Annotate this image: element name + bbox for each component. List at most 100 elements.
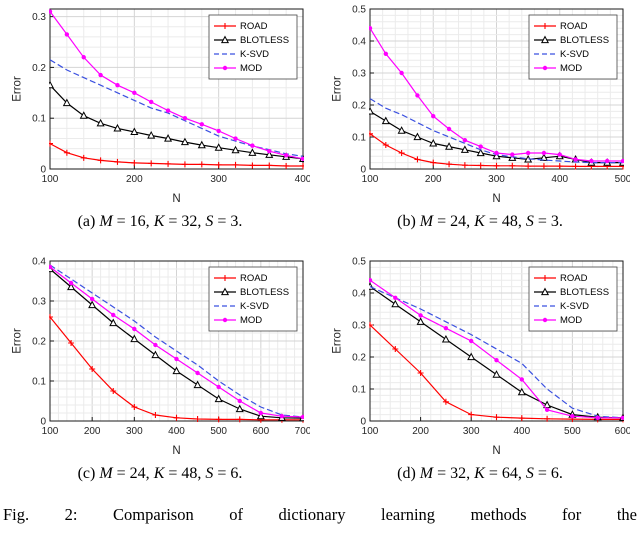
legend-label: K-SVD [560,301,589,312]
series-markers-ROAD [49,140,304,169]
y-tick-label: 0.3 [352,69,366,80]
chart-c-caption: (c) M = 24, K = 48, S = 6. [77,465,243,482]
legend: ROAD BLOTLESS K-SVD MOD [528,266,618,332]
legend-label: ROAD [240,21,268,32]
legend-label: ROAD [240,273,268,284]
legend-label: K-SVD [560,49,589,60]
legend-label: ROAD [560,273,588,284]
series-line-BLOTLESS [49,84,304,160]
figure-caption: Fig. 2: Comparison of dictionary learnin… [3,505,637,524]
chart-b-plot: 100 200 300 400 500 0 0.1 0.2 0.3 0.4 0.5 N Error ROA… [332,5,631,206]
y-tick-label: 0.2 [32,337,46,348]
legend-label: MOD [240,63,262,74]
chart-a-caption: (a) M = 16, K = 32, S = 3. [77,213,243,230]
y-axis-label: Error [332,328,344,354]
series-line-MOD [49,11,304,160]
chart-cell-a: 100 200 300 400 0 0.1 0.2 0.3 N Error ROAD BLOTLESS… [0,2,320,232]
series-line-ROAD [49,143,303,167]
y-axis-label: Error [12,76,24,102]
y-tick-label: 0.3 [32,12,46,23]
x-tick-label: 500 [210,426,227,437]
axis-ticks: 100 200 300 400 500 0 0.1 0.2 0.3 0.4 0.5 [352,5,630,186]
y-tick-label: 0.5 [352,5,366,16]
legend-label: BLOTLESS [560,35,609,46]
x-tick-label: 500 [564,426,581,437]
x-tick-label: 600 [615,426,630,437]
y-tick-label: 0.4 [352,289,366,300]
x-axis-label: N [172,193,180,205]
series-group [49,9,304,169]
y-axis-label: Error [12,328,24,354]
x-tick-label: 100 [42,174,59,185]
x-axis-label: N [172,445,180,457]
series-group [369,278,624,423]
chart-b-caption: (b) M = 24, K = 48, S = 3. [397,213,563,230]
y-tick-label: 0.1 [352,133,366,144]
axis-ticks: 100 200 300 400 500 600 0 0.1 0.2 0.3 0.4 0.5 [352,257,630,438]
series-group [369,26,624,170]
legend-label: MOD [560,63,582,74]
x-tick-label: 100 [42,426,59,437]
y-axis-label: Error [332,76,344,102]
x-tick-label: 300 [210,174,227,185]
y-tick-label: 0.5 [352,257,366,268]
chart-cell-b: 100 200 300 400 500 0 0.1 0.2 0.3 0.4 0.5 N Error ROA… [320,2,640,232]
chart-cell-d: 100 200 300 400 500 600 0 0.1 0.2 0.3 0.4 0.5 N Error… [320,254,640,484]
x-tick-label: 300 [126,426,143,437]
series-markers-ROAD [49,314,304,423]
legend-label: BLOTLESS [560,287,609,298]
charts-grid: 100 200 300 400 0 0.1 0.2 0.3 N Error ROAD BLOTLESS… [0,2,640,484]
legend-label: MOD [240,315,262,326]
series-markers-MOD [369,26,624,164]
series-markers-BLOTLESS [49,80,304,162]
x-axis-label: N [492,193,500,205]
chart-d-plot: 100 200 300 400 500 600 0 0.1 0.2 0.3 0.4 0.5 N Error… [332,257,631,458]
series-markers-ROAD [369,322,624,423]
y-tick-label: 0.1 [32,377,46,388]
y-tick-label: 0 [40,417,46,428]
series-markers-MOD [369,278,624,420]
series-markers-MOD [49,264,304,420]
y-tick-label: 0.2 [32,63,46,74]
series-line-K-SVD [49,264,304,418]
x-tick-label: 400 [168,426,185,437]
y-tick-label: 0.1 [352,385,366,396]
y-tick-label: 0.4 [352,37,366,48]
x-tick-label: 200 [126,174,143,185]
legend-label: K-SVD [240,49,269,60]
y-tick-label: 0.3 [32,297,46,308]
x-tick-label: 200 [84,426,101,437]
x-tick-label: 100 [362,174,379,185]
x-tick-label: 700 [295,426,310,437]
x-axis-label: N [492,445,500,457]
y-tick-label: 0.3 [352,321,366,332]
y-tick-label: 0.4 [32,257,46,268]
y-tick-label: 0.2 [352,353,366,364]
legend: ROAD BLOTLESS K-SVD MOD [208,266,298,332]
legend-label: K-SVD [240,301,269,312]
y-tick-label: 0 [360,417,366,428]
legend: ROAD BLOTLESS K-SVD MOD [528,14,618,80]
y-tick-label: 0 [40,165,46,176]
chart-a-plot: 100 200 300 400 0 0.1 0.2 0.3 N Error ROAD BLOTLESS… [12,8,310,205]
x-tick-label: 600 [252,426,269,437]
legend-label: MOD [560,315,582,326]
y-tick-label: 0.2 [352,101,366,112]
y-tick-label: 0.1 [32,114,46,125]
x-tick-label: 500 [615,174,630,185]
legend-label: BLOTLESS [240,287,289,298]
x-tick-label: 300 [463,426,480,437]
x-tick-label: 400 [295,174,310,185]
series-markers-ROAD [369,130,624,170]
series-group [49,264,304,423]
x-tick-label: 400 [551,174,568,185]
x-tick-label: 400 [513,426,530,437]
series-line-K-SVD [369,286,624,419]
chart-d-caption: (d) M = 32, K = 64, S = 6. [397,465,563,482]
legend-label: BLOTLESS [240,35,289,46]
axis-ticks: 100 200 300 400 500 600 700 0 0.1 0.2 0.3 0.4 [32,257,310,438]
x-tick-label: 200 [412,426,429,437]
series-markers-MOD [49,9,304,162]
x-tick-label: 300 [488,174,505,185]
